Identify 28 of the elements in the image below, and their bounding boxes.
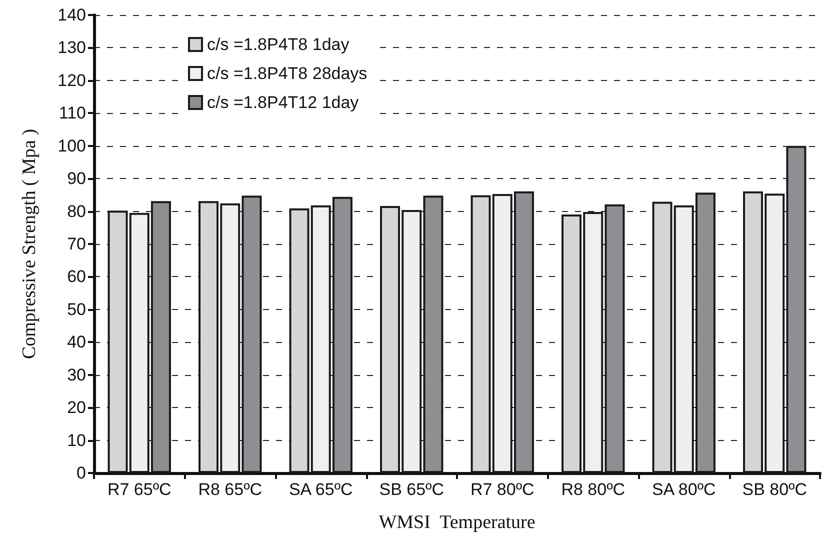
- x-tick-label: SA 80ºC: [652, 480, 716, 499]
- legend-label: c/s =1.8P4T12 1day: [207, 93, 360, 112]
- y-tick-label: 40: [67, 332, 86, 352]
- x-tick-label: R7 80ºC: [470, 480, 534, 499]
- y-tick-label: 100: [58, 136, 86, 156]
- y-tick-label: 130: [58, 38, 86, 58]
- y-tick-label: 70: [67, 234, 86, 254]
- y-tick-label: 20: [67, 398, 86, 418]
- y-tick-label: 120: [58, 70, 86, 90]
- y-tick-label: 30: [67, 365, 86, 384]
- legend-label: c/s =1.8P4T8 28days: [207, 64, 368, 83]
- y-tick-label: 110: [58, 104, 86, 123]
- legend-label: c/s =1.8P4T8 1day: [207, 35, 350, 54]
- y-tick-label: 60: [67, 267, 86, 286]
- y-tick-label: 140: [58, 6, 86, 24]
- x-tick-label: SB 80ºC: [742, 480, 808, 499]
- x-tick-label: R8 65ºC: [198, 480, 262, 499]
- y-tick-label: 0: [76, 464, 86, 482]
- x-axis-title: WMSI Temperature: [378, 512, 536, 533]
- x-tick-label: SA 65ºC: [288, 480, 353, 499]
- y-axis-title: Compressive Strength ( Mpa ): [19, 128, 40, 360]
- y-tick-label: 80: [67, 202, 86, 221]
- y-tick-label: 10: [67, 430, 86, 450]
- x-tick-label: R7 65ºC: [107, 480, 172, 499]
- x-tick-label: R8 80ºC: [561, 480, 626, 499]
- y-tick-label: 90: [67, 169, 86, 188]
- y-tick-label: 50: [67, 300, 86, 319]
- x-tick-label: SB 65ºC: [379, 480, 444, 499]
